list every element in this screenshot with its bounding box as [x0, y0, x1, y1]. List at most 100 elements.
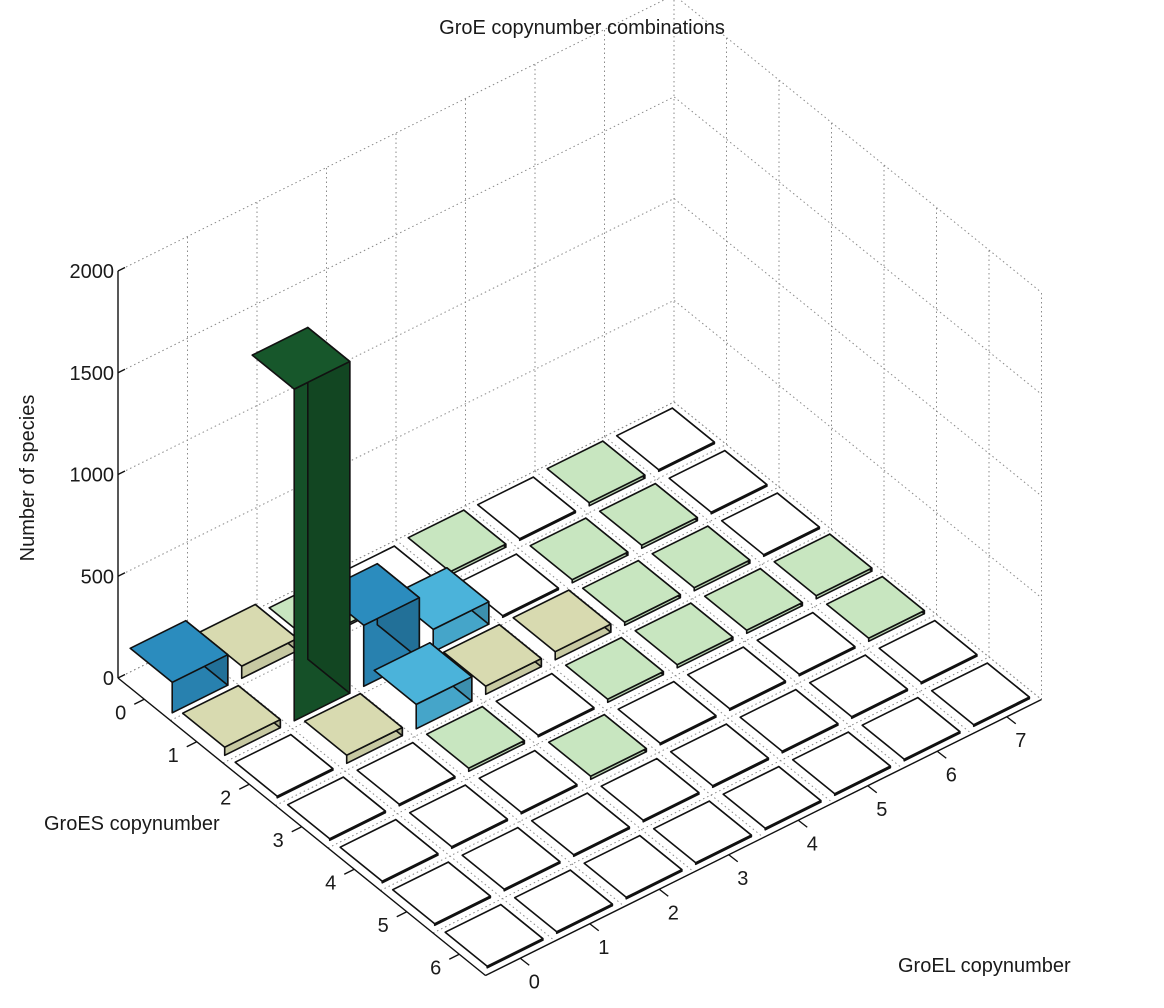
bar-face-top [861, 696, 961, 761]
grid-line [117, 96, 1042, 395]
bar-face-top [530, 792, 631, 856]
bar-1-4 [408, 784, 509, 850]
groes-tick [186, 741, 198, 748]
chart-title: GroE copynumber combinations [439, 17, 725, 39]
bar-6-0 [546, 440, 646, 507]
bar-0-6 [444, 903, 544, 969]
groes-tick-label: 2 [220, 787, 231, 809]
bar-face-top [686, 646, 787, 710]
z-tick [117, 572, 126, 577]
bar-0-1 [181, 684, 282, 757]
bar-face-top [583, 834, 683, 899]
bar-face-top [720, 492, 821, 556]
bar-face-top [391, 861, 492, 925]
groel-tick-label: 7 [1015, 730, 1026, 752]
bar-6-3 [703, 567, 804, 635]
groel-tick-label: 2 [668, 902, 679, 924]
z-tick-label: 1500 [70, 363, 115, 385]
bar-7-3 [773, 533, 873, 600]
bar-face-top [600, 757, 700, 822]
bar-0-2 [234, 733, 334, 799]
bar-6-2 [651, 525, 751, 592]
bar-4-2 [512, 589, 612, 661]
bar-face-top [722, 765, 822, 830]
bar-face-top [129, 619, 229, 684]
bar-face-top [234, 733, 334, 798]
z-axis-label: Number of species [17, 395, 39, 562]
bar-3-6 [652, 800, 753, 866]
bar-7-6 [930, 662, 1031, 728]
bar-face-top [703, 567, 804, 632]
bar-face-top [791, 731, 892, 795]
bar-2-4 [478, 749, 578, 815]
z-tick [117, 266, 126, 272]
bar-face-top [652, 800, 753, 864]
groes-tick [133, 698, 145, 705]
bar-face-top [512, 589, 612, 653]
bar-face-top [808, 654, 909, 718]
bar-5-5 [739, 688, 839, 754]
bar-1-2 [303, 692, 404, 765]
bar-face-top [564, 636, 665, 701]
bar-face-top [356, 741, 456, 806]
groel-axis-line [485, 698, 1042, 977]
bar-7-5 [878, 619, 978, 685]
bar-3-2 [442, 623, 543, 696]
bar-face-top [546, 440, 646, 504]
bar-5-6 [791, 731, 892, 797]
groel-axis-label: GroEL copynumber [898, 955, 1071, 977]
bar-face-top [461, 826, 561, 891]
bar-face-top [615, 407, 716, 471]
z-tick-label: 1000 [70, 465, 115, 487]
bar-face-top [408, 784, 509, 848]
groes-tick [448, 953, 460, 960]
groel-tick-label: 3 [737, 868, 748, 890]
groes-tick [238, 783, 250, 790]
bar-3-3 [495, 672, 595, 738]
groes-tick [291, 826, 303, 833]
bar-face-top [251, 326, 351, 390]
bar-4-5 [669, 723, 770, 789]
groel-tick [867, 785, 878, 794]
bar-4-6 [722, 765, 822, 831]
groes-tick-label: 6 [430, 957, 441, 979]
bar-face-top [878, 619, 978, 684]
bar-face-top [495, 672, 595, 737]
bar-1-5 [461, 826, 561, 892]
bar-face-side [306, 326, 351, 695]
bar-4-3 [564, 636, 665, 704]
bar-2-6 [583, 834, 683, 900]
bar-face-top [668, 449, 768, 514]
bar-face-top [513, 869, 614, 933]
groel-tick [728, 854, 739, 863]
bar-face-top [651, 525, 751, 589]
bar-4-4 [617, 680, 717, 746]
bar-face-top [407, 509, 507, 573]
bar-6-4 [756, 611, 856, 677]
groes-axis-label: GroES copynumber [44, 813, 220, 835]
z-tick-label: 2000 [70, 261, 115, 283]
chart-axes: 0 500 1000 1500 2000 0 1 2 3 4 5 6 0 1 2 3 4 5 6 7 [70, 261, 1042, 993]
groes-tick-label: 1 [168, 745, 179, 767]
groes-tick-label: 5 [378, 915, 389, 937]
bar-3-5 [600, 757, 700, 823]
bar-5-3 [634, 602, 734, 669]
bar-1-1 [251, 326, 351, 722]
bar-0-4 [339, 818, 439, 884]
bar-face-top [930, 662, 1031, 726]
bar-0-5 [391, 861, 492, 927]
bar-face-top [181, 684, 282, 749]
z-tick-label: 500 [81, 566, 114, 588]
bar-face-top [547, 713, 648, 778]
bar-7-0 [615, 407, 716, 473]
bar-face-top [442, 623, 543, 688]
bar-2-2 [373, 641, 473, 730]
groes-tick-label: 3 [273, 830, 284, 852]
bar-face-top [581, 559, 682, 624]
bar-face-top [529, 517, 629, 581]
bar-5-4 [686, 646, 787, 712]
bar-face-top [286, 776, 387, 840]
groel-tick-label: 1 [598, 937, 609, 959]
groel-tick [519, 957, 530, 966]
bar-face-top [739, 688, 839, 753]
